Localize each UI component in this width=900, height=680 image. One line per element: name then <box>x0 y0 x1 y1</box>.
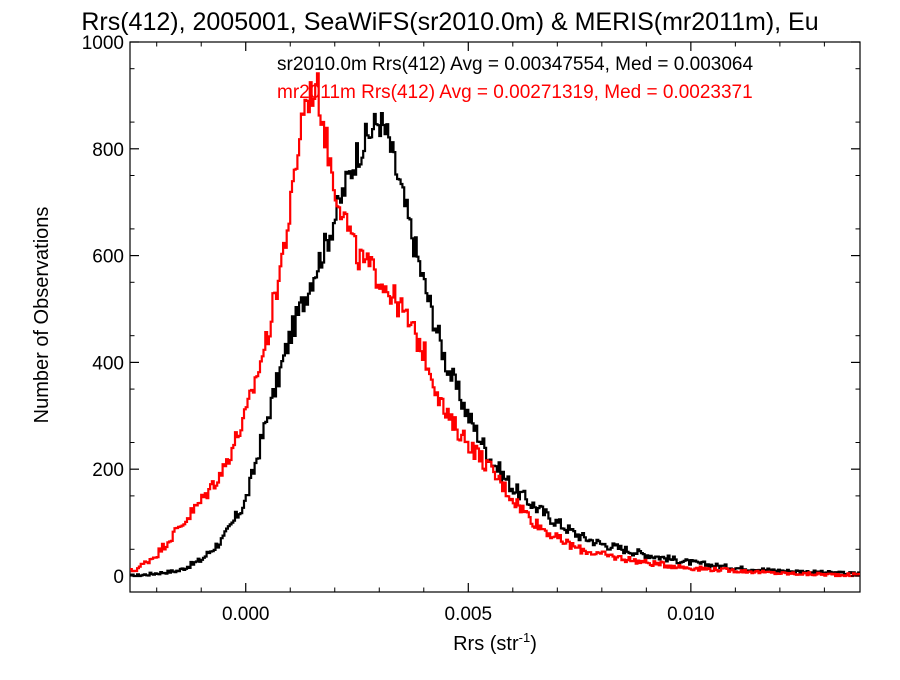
x-axis-label-main: Rrs (str <box>453 633 519 655</box>
y-axis-label: Number of Observations <box>31 207 53 424</box>
y-tick-label: 1000 <box>82 33 124 54</box>
y-tick-label: 600 <box>92 247 124 268</box>
legend-entry-sr2010: sr2010.0m Rrs(412) Avg = 0.00347554, Med… <box>277 54 753 75</box>
y-tick-label: 400 <box>92 353 124 374</box>
plot-frame <box>129 41 861 593</box>
ticks-layer: 0.000 0.005 0.010 0 200 400 600 800 1000 <box>82 33 860 625</box>
x-tick-label: 0.010 <box>667 604 715 625</box>
legend-entry-mr2011: mr2011m Rrs(412) Avg = 0.00271319, Med =… <box>277 82 753 103</box>
series-layer <box>130 72 860 578</box>
y-tick-label: 0 <box>113 567 124 588</box>
series-line-sr2010 <box>130 112 860 578</box>
x-tick-label: 0.000 <box>222 604 270 625</box>
x-axis-label-superscript: -1 <box>519 630 531 645</box>
y-tick-label: 200 <box>92 460 124 481</box>
x-axis-label: Rrs (str-1) <box>453 630 537 655</box>
y-tick-label: 800 <box>92 140 124 161</box>
chart-title: Rrs(412), 2005001, SeaWiFS(sr2010.0m) & … <box>81 8 818 36</box>
x-axis-label-close: ) <box>530 633 537 655</box>
x-tick-label: 0.005 <box>445 604 493 625</box>
series-line-mr2011 <box>130 72 860 578</box>
